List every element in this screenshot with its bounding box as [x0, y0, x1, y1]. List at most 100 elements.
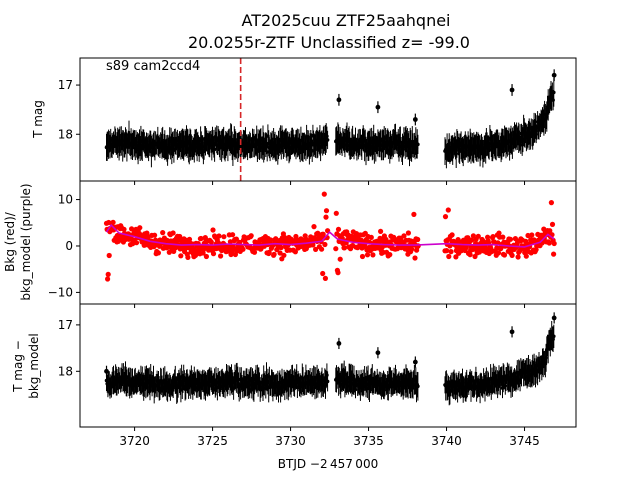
bkg-point	[292, 249, 298, 255]
data-point	[353, 387, 358, 392]
bkg-point	[509, 252, 515, 258]
y-tick-label: 17	[58, 78, 73, 92]
tmag-corrected-points	[104, 312, 557, 406]
bkg-point	[415, 243, 421, 249]
bkg-point	[320, 270, 326, 277]
bkg-point	[322, 241, 328, 248]
bkg-point	[170, 230, 176, 236]
bkg-point	[463, 244, 469, 251]
data-point	[265, 150, 270, 154]
bkg-point	[501, 252, 508, 258]
data-point	[503, 384, 508, 388]
tmag-points	[104, 69, 557, 169]
bkg-point	[233, 236, 239, 242]
y-tick-label: 17	[58, 318, 73, 332]
bkg-point	[210, 251, 217, 257]
bkg-point	[548, 200, 555, 206]
y-axis-label-diff-line1: T mag −	[11, 340, 25, 393]
bkg-point	[216, 233, 222, 239]
data-point	[534, 132, 538, 136]
y-tick-label: 18	[58, 364, 73, 378]
bkg-point	[230, 232, 236, 238]
bkg-point	[251, 249, 258, 255]
bkg-point	[453, 254, 459, 260]
bkg-point	[313, 246, 319, 252]
data-point	[325, 373, 329, 377]
bkg-model-line	[105, 223, 555, 248]
bkg-point	[546, 240, 552, 246]
bkg-point	[515, 254, 521, 260]
data-point	[325, 134, 329, 139]
bkg-point	[465, 235, 471, 241]
bkg-point	[178, 253, 184, 259]
data-point	[552, 334, 556, 339]
bkg-point	[333, 246, 339, 252]
data-point	[416, 384, 420, 389]
bkg-point	[323, 208, 330, 214]
y-tick-label: 10	[58, 193, 73, 207]
bkg-point	[507, 236, 514, 242]
data-point	[519, 143, 523, 147]
outlier-point	[104, 368, 109, 374]
bkg-point	[323, 214, 329, 220]
bkg-point	[442, 214, 449, 220]
y-tick-label: −10	[48, 285, 73, 299]
x-tick-label: 3725	[197, 434, 228, 448]
data-point	[325, 379, 330, 384]
bkg-point	[401, 233, 407, 239]
bkg-point	[359, 253, 366, 260]
outlier-point	[412, 117, 418, 122]
chart-title-line2: 20.0255r-ZTF Unclassified z= -99.0	[188, 33, 470, 52]
bkg-point	[490, 234, 496, 240]
bkg-point	[208, 239, 214, 245]
bkg-point	[278, 244, 284, 251]
bkg-point	[192, 252, 199, 258]
bkg-point	[320, 231, 326, 237]
bkg-point	[469, 237, 475, 243]
bkg-point	[412, 255, 418, 261]
outlier-point	[551, 315, 557, 321]
bkg-point	[370, 252, 376, 258]
bkg-point	[523, 253, 529, 259]
bkg-point	[337, 256, 343, 262]
y-axis-label-tmag: T mag	[31, 100, 45, 139]
bkg-point	[449, 232, 455, 238]
bkg-point	[311, 224, 317, 230]
panel-annotation: s89 cam2ccd4	[106, 59, 200, 74]
bkg-point	[549, 221, 556, 227]
x-tick-label: 3735	[353, 434, 384, 448]
bkg-point	[467, 252, 473, 258]
data-point	[544, 356, 548, 360]
bkg-point	[547, 228, 553, 234]
bkg-point	[551, 251, 557, 257]
bkg-point	[106, 252, 112, 259]
bkg-point	[271, 251, 277, 257]
bkg-point	[198, 235, 204, 242]
bkg-point	[335, 226, 342, 232]
data-point	[179, 388, 183, 392]
bkg-point	[110, 219, 116, 225]
bkg-point	[322, 275, 328, 281]
bkg-point	[218, 253, 224, 259]
outlier-point	[551, 72, 557, 78]
axes-frame	[79, 57, 577, 182]
y-axis-label-bkg-line1: Bkg (red)/	[3, 211, 17, 272]
data-point	[552, 90, 556, 95]
x-tick-label: 3745	[509, 434, 540, 448]
outlier-point	[375, 104, 381, 110]
data-point	[454, 151, 459, 156]
bkg-point	[248, 233, 254, 239]
bkg-point	[378, 228, 384, 234]
bkg-point	[203, 253, 209, 260]
panel-background: −10 0 10 Bkg (red)/bkg_model (purple)	[3, 180, 577, 308]
bkg-point	[319, 246, 325, 252]
bkg-point	[166, 249, 172, 255]
bkg-point	[415, 236, 421, 243]
data-point	[325, 138, 330, 142]
y-tick-label: 0	[65, 239, 73, 253]
bkg-point	[475, 233, 481, 239]
bkg-point	[121, 226, 127, 232]
bkg-point	[500, 234, 506, 240]
panel-tmag: 17 18 T mag s89 cam2ccd4	[31, 57, 577, 185]
bkg-point	[240, 246, 246, 252]
